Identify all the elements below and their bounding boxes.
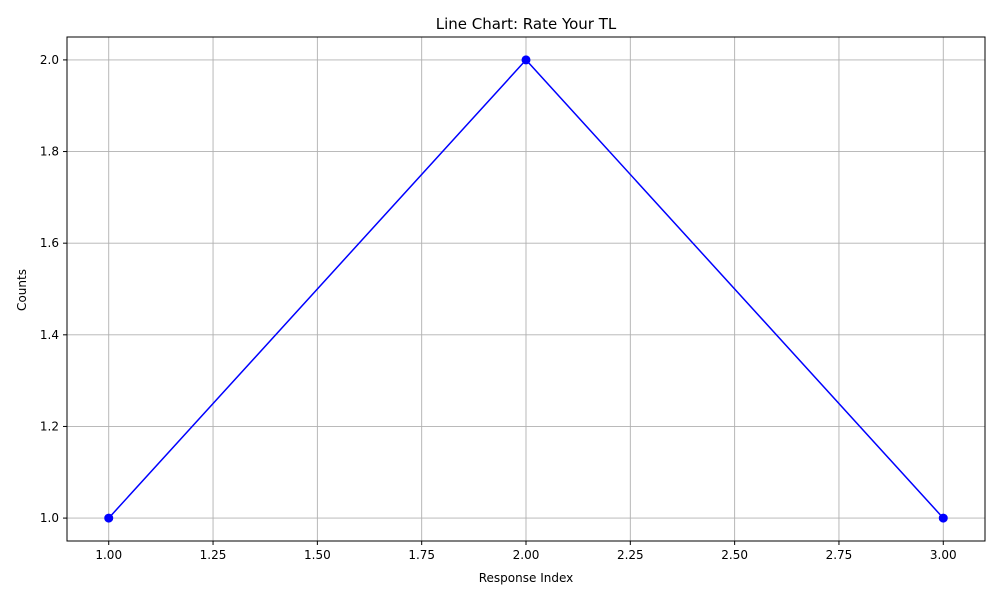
x-tick-label: 1.00 (95, 548, 122, 562)
x-tick-label: 3.00 (930, 548, 957, 562)
x-tick-label: 2.50 (721, 548, 748, 562)
x-tick-label: 2.25 (617, 548, 644, 562)
x-tick-label: 1.75 (408, 548, 435, 562)
data-point (938, 513, 948, 523)
x-tick-label: 1.25 (200, 548, 227, 562)
y-tick-label: 1.2 (40, 419, 59, 433)
y-tick-label: 1.0 (40, 511, 59, 525)
x-axis-label: Response Index (479, 571, 573, 585)
data-point (104, 513, 114, 523)
y-tick-label: 1.4 (40, 328, 59, 342)
y-tick-label: 2.0 (40, 53, 59, 67)
x-tick-label: 2.00 (513, 548, 540, 562)
x-tick-label: 1.50 (304, 548, 331, 562)
data-series (104, 55, 948, 523)
y-axis-label: Counts (15, 269, 29, 311)
x-tick-label: 2.75 (826, 548, 853, 562)
y-tick-label: 1.8 (40, 145, 59, 159)
grid-lines (67, 37, 985, 541)
y-tick-label: 1.6 (40, 236, 59, 250)
axis-ticks: 1.00 1.25 1.50 1.75 2.00 2.25 2.50 2.75 3.00 1.0 1… (40, 53, 957, 562)
data-point (521, 55, 531, 65)
chart-title: Line Chart: Rate Your TL (436, 15, 617, 33)
